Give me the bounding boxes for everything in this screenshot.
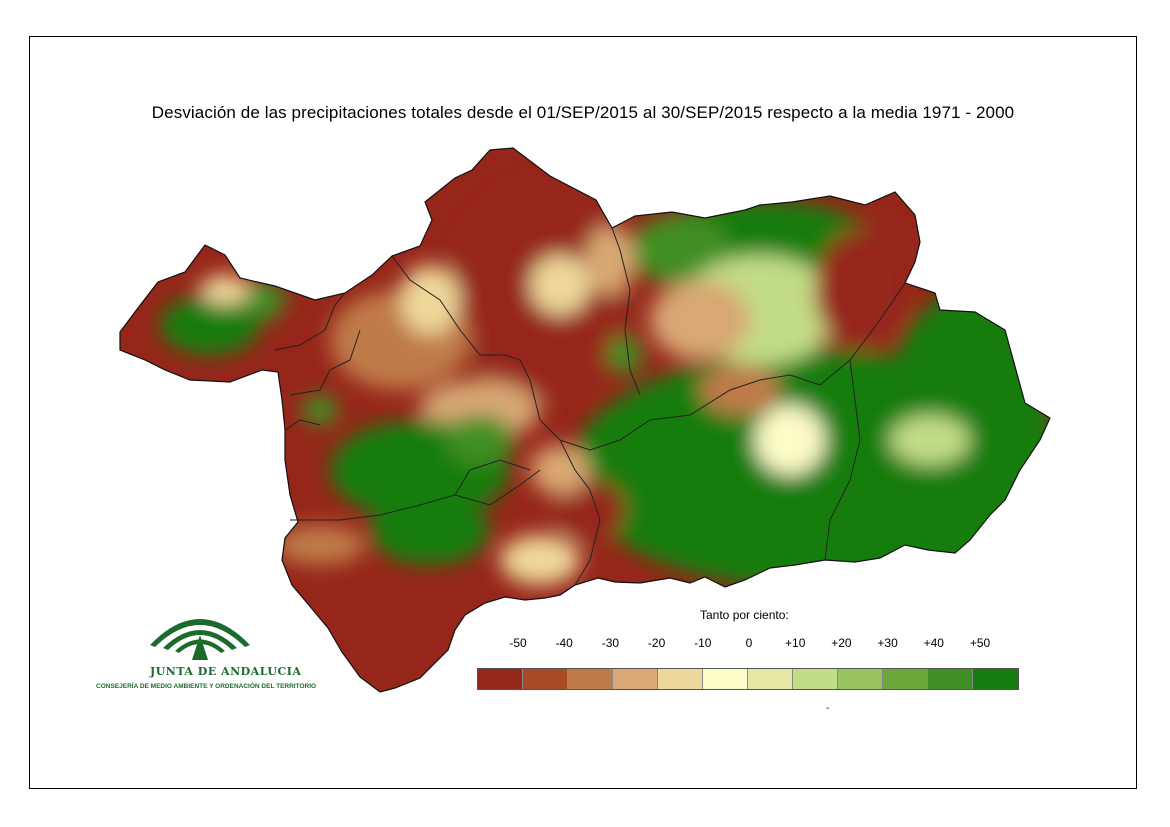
map-title: Desviación de las precipitaciones totale… <box>151 103 1015 122</box>
legend-tick-label: -40 <box>555 636 573 650</box>
legend-tick-label: -30 <box>601 636 620 650</box>
legend-tick-label: -50 <box>509 636 527 650</box>
legend-title: Tanto por ciento: <box>700 608 789 622</box>
legend-swatch <box>883 669 928 689</box>
legend-tick-label: +40 <box>923 636 944 650</box>
legend-swatch <box>568 669 613 689</box>
legend-footer-mark: - <box>826 703 830 714</box>
province-borders <box>274 227 906 586</box>
legend-swatch <box>658 669 703 689</box>
legend-tick-label: -20 <box>647 636 666 650</box>
legend-color-bar <box>477 668 1019 690</box>
legend-tick-label: +20 <box>831 636 852 650</box>
legend-tick-label: 0 <box>745 636 753 650</box>
legend-tick-label: +50 <box>969 636 991 650</box>
legend-tick-label: +10 <box>785 636 806 650</box>
logo-name: JUNTA DE ANDALUCIA <box>150 665 302 678</box>
legend-tick-label: -10 <box>694 636 712 650</box>
legend-tick-label: +30 <box>877 636 898 650</box>
legend-swatch <box>973 669 1018 689</box>
legend-swatch <box>928 669 973 689</box>
legend-swatch <box>838 669 883 689</box>
legend-swatch <box>478 669 523 689</box>
legend-swatch <box>613 669 658 689</box>
junta-andalucia-logo-icon <box>150 619 250 660</box>
legend-swatch <box>793 669 838 689</box>
legend-swatch <box>703 669 748 689</box>
legend-swatch <box>748 669 793 689</box>
legend-swatch <box>523 669 568 689</box>
logo-subtitle: CONSEJERÍA DE MEDIO AMBIENTE Y ORDENACIÓ… <box>96 683 317 690</box>
